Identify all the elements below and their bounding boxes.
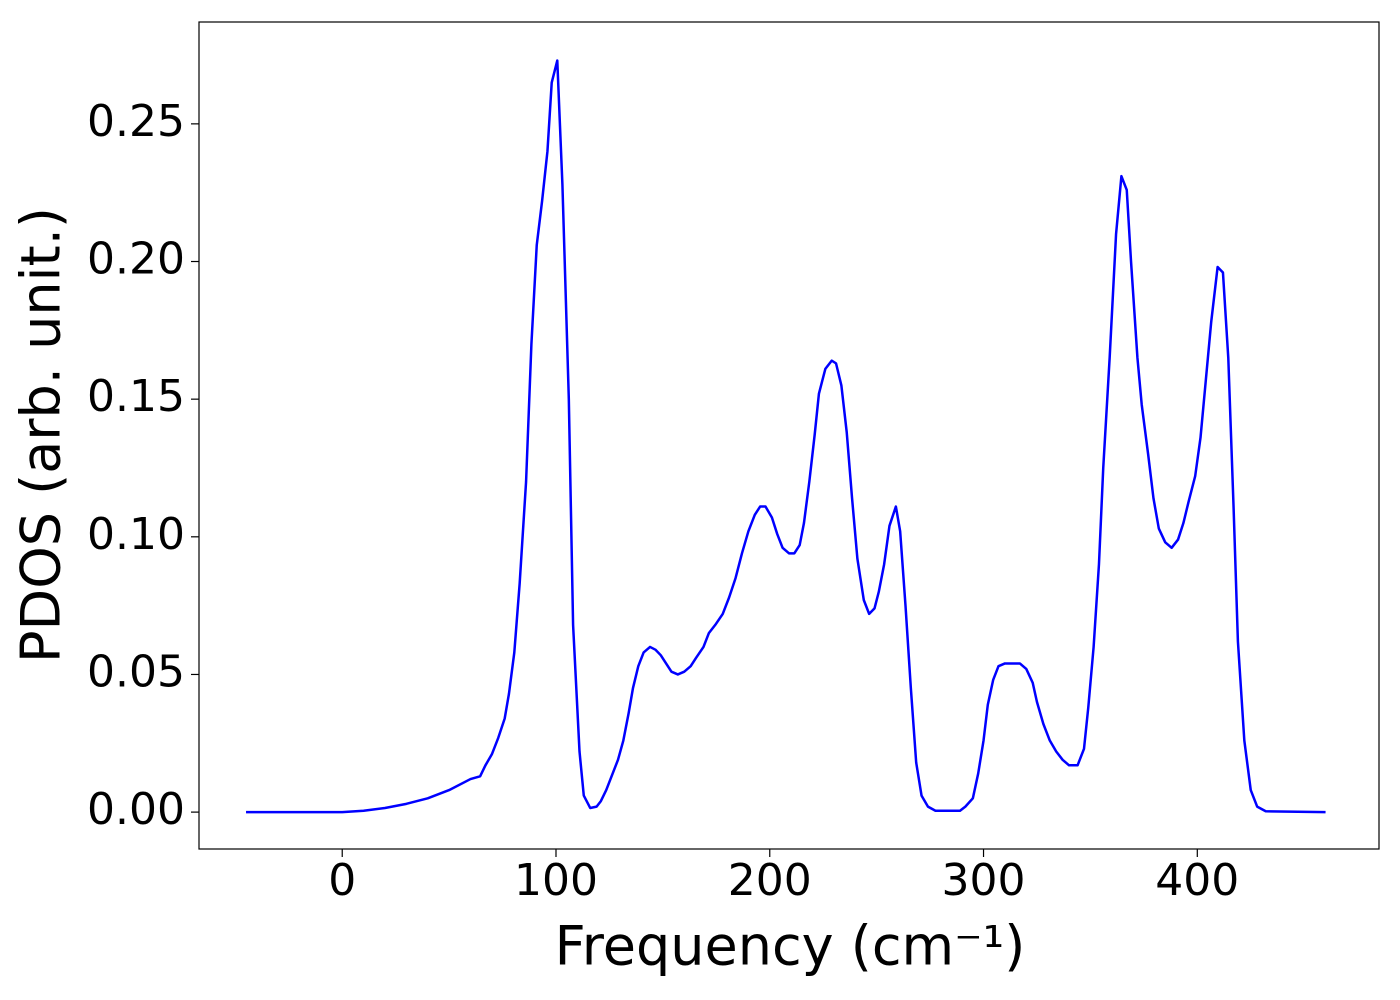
y-tick-label: 0.00 bbox=[87, 784, 185, 835]
y-tick-label: 0.10 bbox=[87, 509, 185, 560]
x-tick-label: 200 bbox=[728, 855, 812, 906]
y-tick-label: 0.15 bbox=[87, 371, 185, 422]
x-tick-label: 400 bbox=[1155, 855, 1239, 906]
x-axis-label: Frequency (cm⁻¹) bbox=[555, 915, 1026, 978]
x-tick-label: 0 bbox=[328, 855, 356, 906]
x-tick-label: 100 bbox=[514, 855, 598, 906]
data-line bbox=[246, 59, 1326, 814]
y-tick-label: 0.25 bbox=[87, 96, 185, 147]
y-axis-label: PDOS (arb. unit.) bbox=[10, 207, 73, 663]
y-tick-label: 0.05 bbox=[87, 646, 185, 697]
plot-frame bbox=[198, 21, 1380, 850]
x-tick-label: 300 bbox=[942, 855, 1026, 906]
y-tick-label: 0.20 bbox=[87, 234, 185, 285]
